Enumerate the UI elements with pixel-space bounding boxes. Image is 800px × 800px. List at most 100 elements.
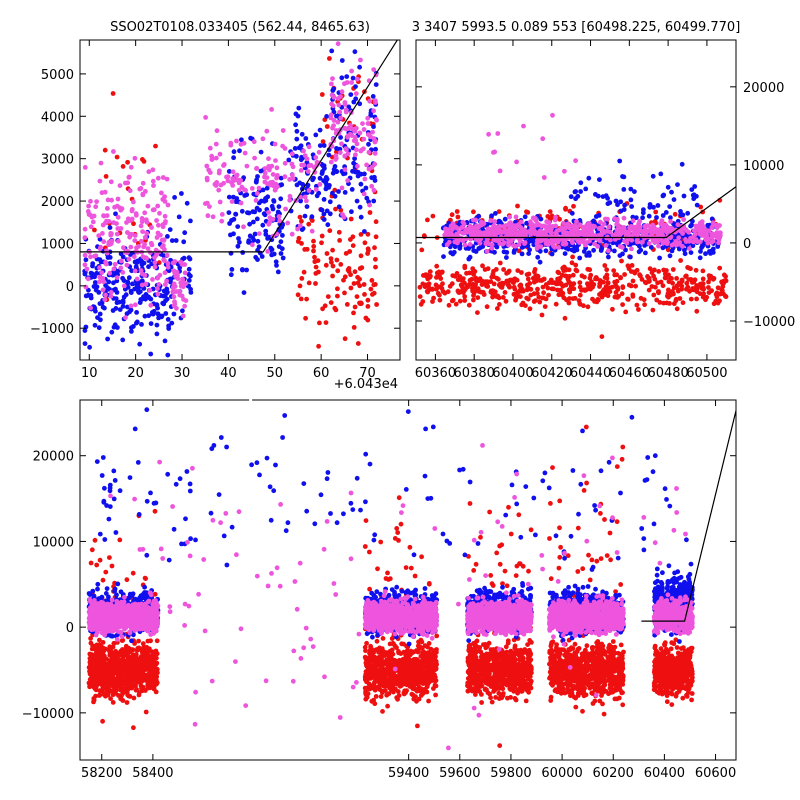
panel-a-blue-point [188, 290, 194, 295]
panel-b-pink-point [572, 233, 578, 238]
panel-a-red-point [299, 218, 304, 224]
panel-b-x-tick-label: 60360 [415, 366, 456, 381]
panel-a-pink-point [204, 177, 210, 183]
panel-c-red-point [389, 682, 395, 688]
panel-b-red-point [599, 334, 605, 339]
panel-a-blue-point [363, 185, 369, 191]
panel-a-blue-point [296, 105, 302, 111]
panel-b-blue-point [690, 243, 696, 249]
panel-a-red-point [372, 245, 377, 251]
panel-a-blue-point [334, 168, 339, 174]
panel-c-red-point [384, 692, 390, 698]
panel-c-red-point [418, 693, 424, 698]
panel-b-red-point [557, 216, 562, 222]
panel-a-blue-point [362, 229, 367, 234]
panel-a-pink-point [262, 166, 268, 171]
panel-a-blue-point [90, 261, 96, 266]
panel-b-pink-point [495, 131, 501, 136]
panel-a-blue-point [109, 329, 115, 335]
panel-b-red-point [471, 209, 476, 215]
panel-b-red-point [473, 275, 479, 281]
panel-a-pink-point [140, 180, 146, 186]
panel-c-red-point [413, 664, 419, 670]
panel-b-blue-point [577, 255, 583, 261]
panel-b-red-point [482, 267, 488, 272]
panel-a-red-point [351, 310, 356, 316]
panel-b-pink-point [557, 237, 563, 242]
panel-b-x-tick-label: 60460 [609, 366, 650, 381]
panel-b-pink-point [659, 222, 665, 228]
panel-a-pink-point [207, 145, 213, 151]
panel-a-blue-point [138, 297, 144, 302]
panel-a-pink-point [337, 109, 343, 115]
panel-a-red-point [316, 343, 321, 349]
panel-a-blue-point [154, 331, 160, 337]
panel-b-red-point [686, 277, 692, 282]
panel-a-pink-point [361, 127, 367, 132]
panel-a-pink-point [353, 91, 359, 96]
panel-b-pink-point [534, 242, 540, 247]
panel-c-red-point [94, 654, 100, 659]
panel-a-pink-point [101, 239, 107, 245]
panel-a-pink-point [144, 256, 150, 261]
panel-a-blue-point [330, 190, 335, 196]
panel-a-red-point [338, 262, 344, 267]
panel-a-blue-point [142, 313, 148, 319]
panel-a-blue-point [293, 122, 298, 128]
panel-b-red-point [706, 285, 711, 290]
panel-b-blue-point [705, 222, 711, 228]
panel-b-pink-point [665, 228, 671, 234]
panel-a-pink-point [140, 229, 146, 235]
panel-b-red-point [515, 290, 521, 295]
panel-b-blue-point [654, 215, 659, 220]
panel-c-marks [86, 407, 695, 751]
panel-c-red-point [414, 658, 420, 663]
panel-a-blue-point [231, 149, 237, 155]
panel-b-red-point [542, 304, 548, 309]
panel-b-pink-point [668, 219, 673, 224]
panel-b-red-point [464, 270, 469, 276]
panel-a-pink-point [125, 216, 131, 222]
panel-a-pink-point [203, 201, 208, 207]
panel-b-red-point [505, 270, 511, 275]
panel-a-blue-point [329, 48, 335, 54]
panel-b-red-point [514, 277, 520, 283]
panel-a-blue-point [99, 300, 105, 306]
panel-a-pink-point [364, 162, 369, 168]
panel-b-blue-point [667, 253, 673, 259]
panel-b-red-point [647, 266, 653, 272]
panel-c-red-point [140, 641, 146, 646]
panel-a-blue-point [304, 204, 310, 210]
panel-a-pink-point [159, 190, 164, 196]
panel-a-blue-point [339, 58, 345, 63]
panel-a-blue-point [260, 187, 266, 193]
panel-b-blue-point [655, 203, 661, 208]
panel-b-red-point [642, 302, 647, 308]
panel-a-blue-point [148, 351, 154, 357]
panel-a-pink-point [266, 167, 272, 173]
panel-b-red-point [422, 234, 427, 240]
panel-a-pink-point [161, 237, 167, 243]
panel-b-pink-point [509, 227, 515, 233]
panel-a-pink-point [117, 183, 123, 189]
panel-a-pink-point [252, 155, 257, 161]
panel-a-pink-point [358, 57, 363, 63]
panel-b-blue-point [598, 248, 604, 253]
panel-c-red-point [152, 678, 158, 684]
panel-a-pink-point [335, 41, 341, 47]
panel-b-blue-point [562, 251, 568, 256]
panel-c-red-point [124, 700, 130, 705]
panel-a-pink-point [150, 207, 156, 213]
panel-a-pink-point [143, 217, 149, 223]
panel-b-pink-point [556, 245, 561, 250]
panel-b-x-tick-label: 60380 [454, 366, 495, 381]
panel-b-blue-point [574, 244, 579, 250]
panel-b-red-point [437, 297, 443, 303]
panel-a-red-point [323, 262, 329, 268]
panel-a-pink-point [371, 67, 377, 72]
panel-b-blue-point [621, 187, 627, 192]
panel-a-pink-point [150, 178, 156, 184]
panel-b-blue-point [591, 218, 596, 224]
panel-a-pink-point [100, 287, 106, 293]
panel-b-red-point [462, 294, 468, 299]
